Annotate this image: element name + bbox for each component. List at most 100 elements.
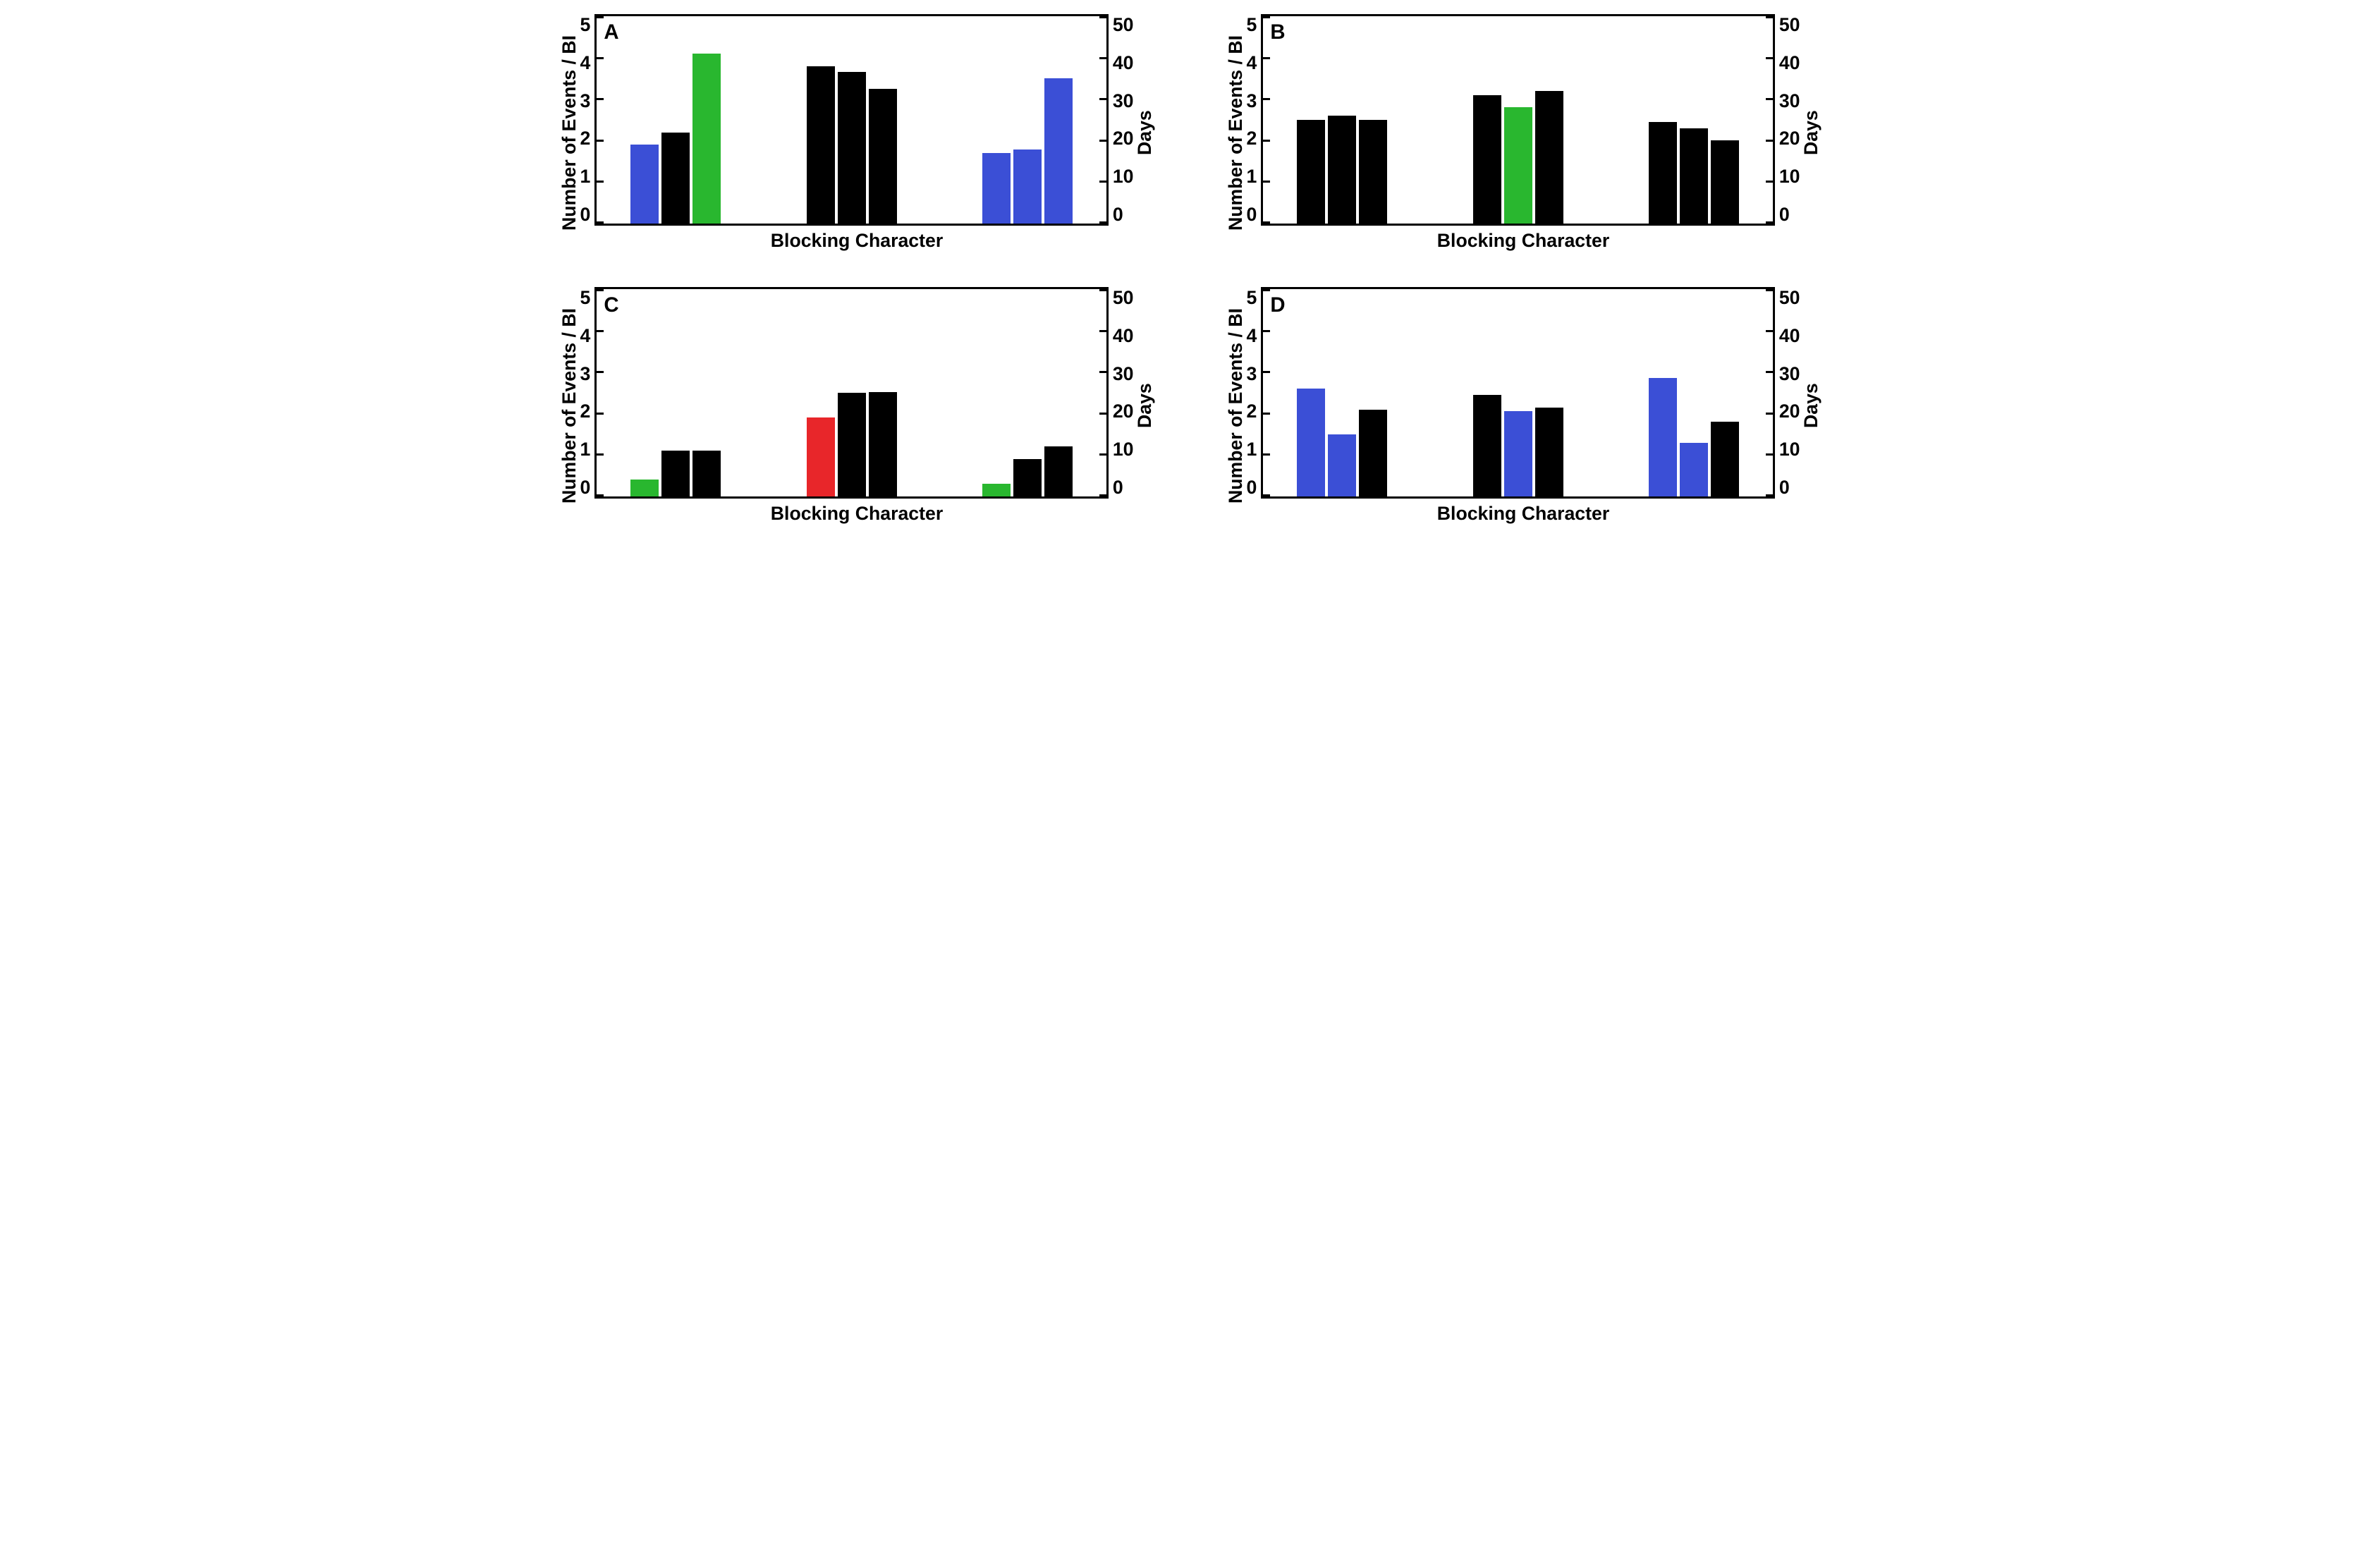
- bar: [1044, 446, 1073, 496]
- chart-box: D: [1261, 287, 1775, 499]
- yticks-left: 543210: [1247, 14, 1262, 226]
- panel-a: Number of Events / BI543210A50403020100B…: [556, 14, 1159, 252]
- ytick-right-label: 20: [1113, 401, 1134, 422]
- bar: [630, 480, 659, 496]
- ytick-left-label: 4: [1247, 325, 1257, 347]
- ytick-left-label: 2: [580, 401, 591, 422]
- bar: [1649, 378, 1677, 496]
- ytick-right-label: 0: [1113, 204, 1123, 226]
- chart-box: C: [594, 287, 1109, 499]
- bar-group: [1635, 16, 1752, 224]
- ytick-left-label: 5: [580, 14, 591, 36]
- panel-c: Number of Events / BI543210C50403020100B…: [556, 287, 1159, 525]
- yticks-left: 543210: [580, 14, 595, 226]
- chart-box: B: [1261, 14, 1775, 226]
- bar: [661, 133, 690, 224]
- ytick-left-label: 5: [1247, 287, 1257, 309]
- bar: [1297, 120, 1325, 224]
- yticks-right: 50 40 30 20 10 0: [1109, 287, 1134, 499]
- ytick-right-label: 50: [1113, 287, 1134, 309]
- x-label: Blocking Character: [1247, 230, 1800, 252]
- bar-group: [617, 16, 734, 224]
- bar: [1504, 411, 1532, 496]
- ytick-right-label: 40: [1113, 325, 1134, 347]
- bar: [1473, 395, 1501, 496]
- y-right-label: Days: [1800, 287, 1825, 525]
- bar-group: [1635, 289, 1752, 496]
- chart-row: 543210B50403020100: [1247, 14, 1800, 226]
- ytick-right-label: 10: [1779, 439, 1800, 460]
- ytick-right-label: 10: [1113, 439, 1134, 460]
- bar: [1013, 459, 1042, 496]
- chart-row: 543210D50403020100: [1247, 287, 1800, 499]
- chart-row: 543210C50403020100: [580, 287, 1134, 499]
- bar: [1649, 122, 1677, 224]
- ytick-left-label: 4: [1247, 52, 1257, 74]
- bar-group: [969, 16, 1086, 224]
- bar-group: [1283, 16, 1400, 224]
- bar: [1535, 91, 1563, 224]
- bar-group: [793, 16, 910, 224]
- plot-area: [597, 289, 1106, 496]
- ytick-right-label: 30: [1113, 90, 1134, 112]
- ytick-right-label: 10: [1779, 166, 1800, 188]
- ytick-left-label: 1: [580, 439, 591, 460]
- yticks-right: 50403020100: [1775, 287, 1800, 499]
- x-label: Blocking Character: [580, 230, 1134, 252]
- ytick-left-label: 0: [580, 477, 591, 499]
- ytick-right-label: 20: [1779, 401, 1800, 422]
- plot-area: [597, 16, 1106, 224]
- ytick-right-label: 20: [1113, 128, 1134, 150]
- ytick-left-label: 4: [580, 52, 591, 74]
- bar: [1504, 107, 1532, 224]
- bar: [1044, 78, 1073, 224]
- bar-group: [617, 289, 734, 496]
- ytick-right-label: 0: [1113, 477, 1123, 499]
- ytick-left-label: 5: [1247, 14, 1257, 36]
- bar: [1535, 408, 1563, 496]
- bar-group: [1283, 289, 1400, 496]
- ytick-right-label: 0: [1779, 204, 1790, 226]
- bar: [982, 153, 1011, 224]
- ytick-right-label: 50: [1113, 14, 1134, 36]
- ytick-left-label: 1: [1247, 166, 1257, 188]
- bar: [869, 89, 897, 224]
- y-left-label: Number of Events / BI: [556, 14, 580, 252]
- ytick-left-label: 4: [580, 325, 591, 347]
- ytick-right-label: 40: [1779, 52, 1800, 74]
- bar: [1013, 150, 1042, 224]
- bar: [1297, 389, 1325, 496]
- yticks-left: 543210: [1247, 287, 1262, 499]
- panel-d: Number of Events / BI543210D50403020100B…: [1222, 287, 1825, 525]
- ytick-right-label: 0: [1779, 477, 1790, 499]
- chart-row: 543210A50403020100: [580, 14, 1134, 226]
- bar: [630, 145, 659, 224]
- ytick-left-label: 2: [1247, 128, 1257, 150]
- ytick-right-label: 30: [1113, 363, 1134, 385]
- bar: [692, 451, 721, 496]
- ytick-left-label: 3: [1247, 363, 1257, 385]
- ytick-left-label: 0: [1247, 477, 1257, 499]
- bar: [1711, 140, 1739, 224]
- ytick-right-label: 40: [1779, 325, 1800, 347]
- bar: [982, 484, 1011, 496]
- y-left-label: Number of Events / BI: [1222, 14, 1247, 252]
- chart-wrap: 543210D50403020100Blocking Character: [1247, 287, 1800, 525]
- bar-group: [793, 289, 910, 496]
- bar: [838, 72, 866, 224]
- chart-wrap: 543210A50403020100Blocking Character: [580, 14, 1134, 252]
- yticks-right: 50403020100: [1775, 14, 1800, 226]
- ytick-right-label: 30: [1779, 90, 1800, 112]
- bar: [1359, 410, 1387, 496]
- ytick-left-label: 2: [580, 128, 591, 150]
- ytick-right-label: 40: [1113, 52, 1134, 74]
- bar-group: [1460, 16, 1577, 224]
- bar: [692, 54, 721, 224]
- bar: [1328, 116, 1356, 224]
- chart-wrap: 543210C50403020100Blocking Character: [580, 287, 1134, 525]
- bar-group: [969, 289, 1086, 496]
- ytick-left-label: 5: [580, 287, 591, 309]
- bar: [807, 417, 835, 496]
- ytick-left-label: 1: [580, 166, 591, 188]
- bar: [807, 66, 835, 224]
